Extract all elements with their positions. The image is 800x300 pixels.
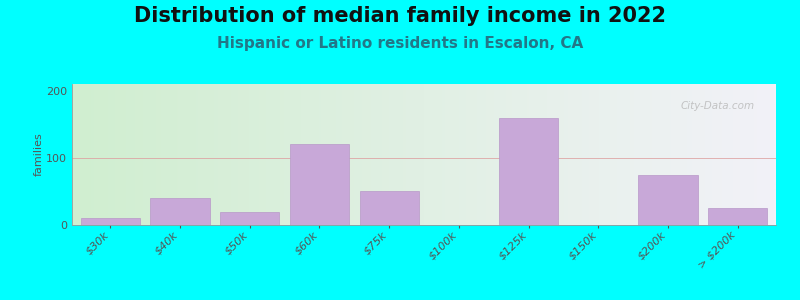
Bar	[708, 208, 767, 225]
Bar	[290, 144, 349, 225]
Text: Distribution of median family income in 2022: Distribution of median family income in …	[134, 6, 666, 26]
Text: Hispanic or Latino residents in Escalon, CA: Hispanic or Latino residents in Escalon,…	[217, 36, 583, 51]
Bar	[638, 175, 698, 225]
Bar	[359, 191, 418, 225]
Y-axis label: families: families	[34, 133, 43, 176]
Bar	[499, 118, 558, 225]
Bar	[220, 212, 279, 225]
Text: City-Data.com: City-Data.com	[681, 101, 755, 111]
Bar	[150, 198, 210, 225]
Bar	[81, 218, 140, 225]
